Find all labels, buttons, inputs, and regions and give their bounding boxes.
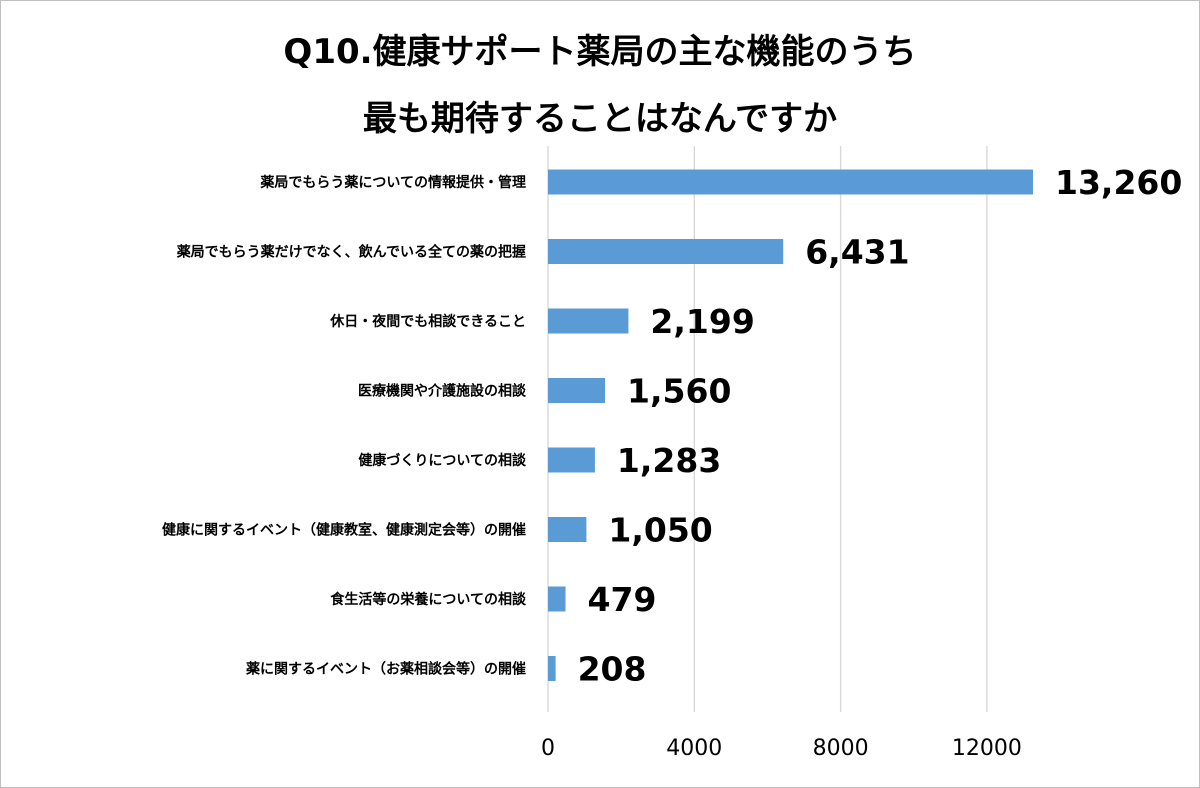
category-label: 食生活等の栄養についての相談: [330, 591, 527, 608]
value-label: 13,260: [1055, 163, 1182, 202]
bar: [548, 378, 606, 403]
value-label: 1,560: [627, 372, 731, 411]
value-label: 479: [588, 580, 657, 619]
chart-title-line-2: 最も期待することはなんですか: [362, 99, 838, 139]
bar: [548, 586, 566, 612]
category-label: 薬局でもらう薬だけでなく、飲んでいる全ての薬の把握: [177, 244, 526, 261]
value-label: 2,199: [650, 302, 754, 341]
value-label: 1,050: [608, 511, 712, 550]
category-label: 薬局でもらう薬についての情報提供・管理: [260, 174, 526, 191]
x-tick-label: 12000: [952, 736, 1022, 761]
category-label: 健康に関するイベント（健康教室、健康測定会等）の開催: [162, 522, 526, 539]
x-tick-label: 0: [541, 736, 555, 761]
category-label: 医療機関や介護施設の相談: [358, 383, 527, 400]
category-label: 休日・夜間でも相談できること: [329, 313, 526, 330]
category-label: 薬に関するイベント（お薬相談会等）の開催: [246, 661, 526, 678]
category-label: 健康づくりについての相談: [358, 452, 527, 469]
bar: [548, 517, 587, 542]
x-tick-label: 8000: [813, 736, 869, 761]
bar: [548, 169, 1033, 195]
bar: [548, 656, 556, 681]
bar: [548, 447, 595, 473]
bar: [548, 239, 784, 264]
value-label: 1,283: [617, 441, 721, 480]
x-tick-label: 4000: [666, 736, 722, 761]
value-label: 6,431: [805, 233, 909, 272]
chart-title-line-1: Q10.健康サポート薬局の主な機能のうち: [283, 32, 917, 72]
value-label: 208: [578, 650, 647, 689]
bar: [548, 308, 629, 334]
